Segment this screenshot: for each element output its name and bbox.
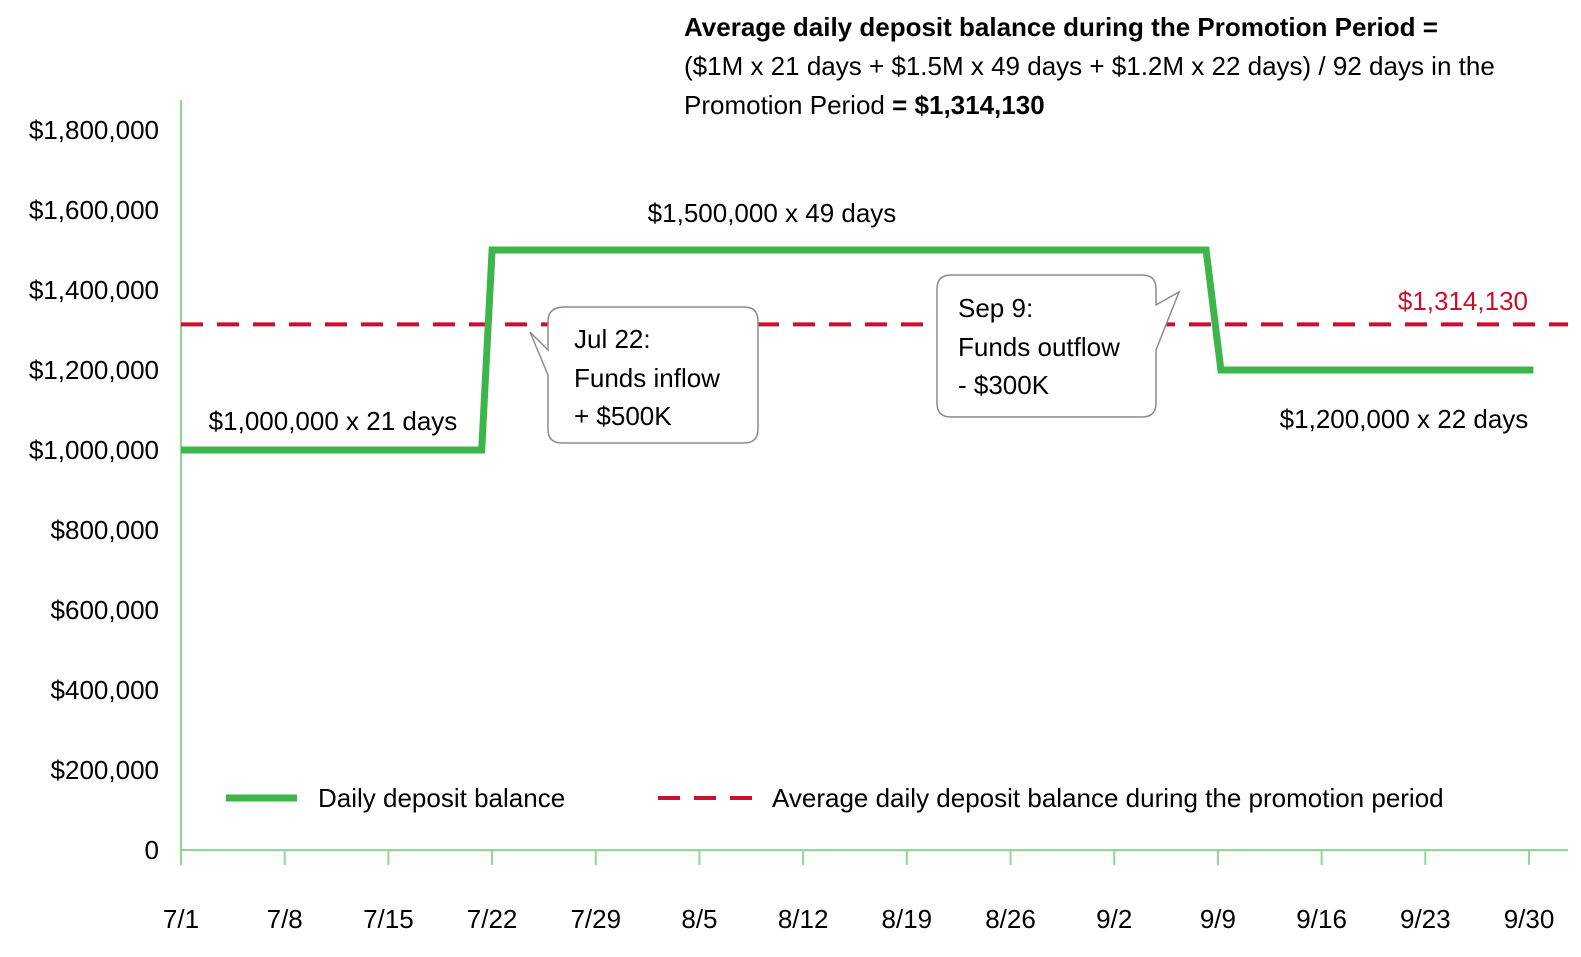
segment-label-third: $1,200,000 x 22 days — [1280, 404, 1529, 434]
legend-average-label: Average daily deposit balance during the… — [772, 783, 1444, 813]
y-tick-label: $1,800,000 — [29, 115, 159, 145]
outflow-callout-line1: Sep 9: — [958, 293, 1033, 323]
balance-series — [181, 246, 1534, 454]
x-axis-tick-labels: 7/1 7/8 7/15 7/22 7/29 8/5 8/12 8/19 8/26 9/2 9/9 9… — [163, 904, 1554, 934]
inflow-callout-line2: Funds inflow — [574, 363, 720, 393]
formula-title: Average daily deposit balance during the… — [684, 12, 1438, 42]
x-tick-label: 8/12 — [778, 904, 829, 934]
y-tick-label: $1,200,000 — [29, 355, 159, 385]
average-value-label: $1,314,130 — [1398, 286, 1528, 316]
y-tick-label: $1,000,000 — [29, 435, 159, 465]
axes — [180, 100, 1568, 865]
outflow-callout: Sep 9: Funds outflow - $300K — [936, 274, 1181, 418]
x-tick-label: 7/1 — [163, 904, 199, 934]
inflow-callout-line3: + $500K — [574, 401, 672, 431]
formula-equals: = — [884, 90, 915, 120]
x-tick-label: 7/29 — [570, 904, 621, 934]
x-tick-label: 7/15 — [363, 904, 414, 934]
y-tick-label: $1,600,000 — [29, 195, 159, 225]
legend-balance-label: Daily deposit balance — [318, 783, 565, 813]
balance-line — [181, 246, 1534, 454]
x-tick-label: 8/19 — [882, 904, 933, 934]
y-axis-tick-labels: 0 $200,000 $400,000 $600,000 $800,000 $1,000,… — [29, 115, 159, 865]
y-tick-label: $1,400,000 — [29, 275, 159, 305]
formula-body: ($1M x 21 days + $1.5M x 49 days + $1.2M… — [684, 51, 1495, 120]
x-tick-label: 9/30 — [1504, 904, 1555, 934]
inflow-callout: Jul 22: Funds inflow + $500K — [529, 306, 759, 444]
outflow-callout-line2: Funds outflow — [958, 332, 1120, 362]
x-tick-label: 9/9 — [1200, 904, 1236, 934]
x-tick-label: 7/8 — [267, 904, 303, 934]
y-tick-label: 0 — [145, 835, 159, 865]
legend: Daily deposit balance Average daily depo… — [226, 783, 1444, 813]
x-tick-label: 9/23 — [1400, 904, 1451, 934]
y-tick-label: $600,000 — [51, 595, 159, 625]
y-tick-label: $400,000 — [51, 675, 159, 705]
x-tick-label: 8/5 — [681, 904, 717, 934]
formula-text: Average daily deposit balance during the… — [684, 8, 1564, 125]
segment-label-first: $1,000,000 x 21 days — [209, 406, 458, 436]
inflow-callout-line1: Jul 22: — [574, 324, 651, 354]
segment-label-second: $1,500,000 x 49 days — [648, 198, 897, 228]
formula-result: $1,314,130 — [914, 90, 1045, 120]
x-tick-label: 9/2 — [1096, 904, 1132, 934]
outflow-callout-line3: - $300K — [958, 370, 1050, 400]
x-tick-label: 9/16 — [1296, 904, 1347, 934]
x-tick-label: 8/26 — [985, 904, 1036, 934]
inflow-callout-bubble — [529, 306, 759, 444]
y-tick-label: $800,000 — [51, 515, 159, 545]
outflow-callout-bubble — [936, 274, 1181, 418]
x-tick-label: 7/22 — [467, 904, 518, 934]
y-tick-label: $200,000 — [51, 755, 159, 785]
